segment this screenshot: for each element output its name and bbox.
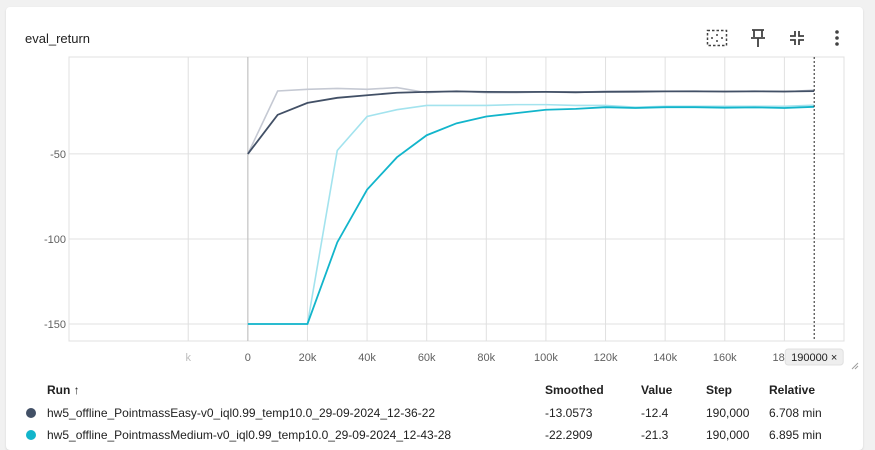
run-color-dot [26,430,36,440]
run-name: hw5_offline_PointmassEasy-v0_iql0.99_tem… [47,406,436,420]
x-tick-label: 20k [299,352,317,364]
step-value: 190,000 [706,428,750,442]
value: -21.3 [641,428,669,442]
raw-series-line-0 [247,86,815,155]
y-tick-label: -100 [44,234,66,246]
smoothed-value: -13.0573 [545,406,593,420]
line-chart[interactable]: k 0 20k 40k 60k 80k 100k 120k 140k 160k 180k -50-1… [6,7,863,372]
collapse-icon[interactable] [786,27,808,49]
x-tick-label: 120k [594,352,618,364]
more-vert-icon[interactable] [826,27,848,49]
relative-column-header[interactable]: Relative [769,383,816,397]
x-tick-label: 80k [477,352,495,364]
y-tick-label: -50 [50,149,66,161]
pin-icon[interactable] [747,27,769,49]
y-tick-label: -150 [44,319,66,331]
value-column-header[interactable]: Value [641,383,673,397]
step-value: 190,000 [706,406,750,420]
step-cursor-badge [784,348,844,366]
run-column-header[interactable]: Run ↑ [47,383,80,397]
x-tick-label: 0 [245,352,251,364]
chart-card: eval_return k 0 20k 40k 60k 80k 100k 120k 140k 16… [6,7,863,450]
value: -12.4 [641,406,669,420]
smoothed-series-line-0 [247,90,815,155]
run-name: hw5_offline_PointmassMedium-v0_iql0.99_t… [47,428,452,442]
x-tick-label: 40k [358,352,376,364]
x-tick-label: 100k [534,352,558,364]
table-row: hw5_offline_PointmassMedium-v0_iql0.99_t… [6,424,863,446]
x-tick-label: 140k [653,352,677,364]
table-row: hw5_offline_PointmassEasy-v0_iql0.99_tem… [6,402,863,424]
smoothed-series-line-1 [247,105,815,325]
x-tick-label: 160k [713,352,737,364]
raw-series-line-1 [247,103,815,325]
x-tick-label: k [185,352,191,364]
step-column-header[interactable]: Step [706,383,733,397]
smoothed-column-header[interactable]: Smoothed [545,383,604,397]
smoothed-value: -22.2909 [545,428,593,442]
relative-value: 6.895 min [769,428,822,442]
plot-frame [68,56,845,342]
relative-value: 6.708 min [769,406,822,420]
run-color-dot [26,408,36,418]
resize-handle-icon [851,362,859,370]
x-tick-label: 60k [418,352,436,364]
fit-domain-icon[interactable] [706,27,728,49]
chart-title: eval_return [25,31,91,46]
step-cursor-label: 190000 × [791,352,837,364]
